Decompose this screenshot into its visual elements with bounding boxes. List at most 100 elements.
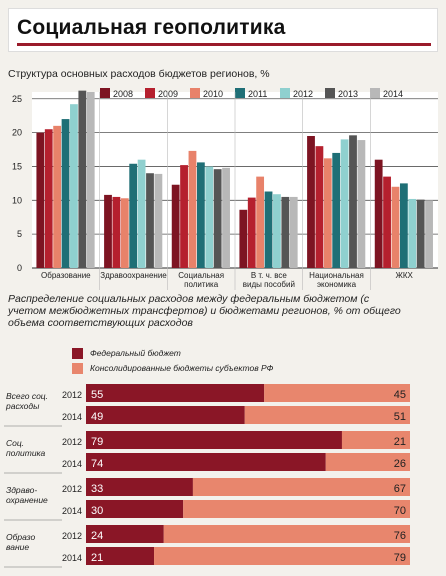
y-tick-label: 0 xyxy=(17,263,22,273)
federal-value-label: 21 xyxy=(91,552,103,564)
regional-bar xyxy=(163,525,410,543)
federal-value-label: 49 xyxy=(91,411,103,423)
regional-bar xyxy=(192,478,410,496)
x-tick-label: Здравоохранение xyxy=(100,271,167,280)
regional-value-label: 21 xyxy=(394,436,406,448)
bar xyxy=(112,196,121,268)
bar xyxy=(264,191,273,268)
regional-value-label: 26 xyxy=(394,458,406,470)
federal-bar xyxy=(86,500,184,518)
bar xyxy=(408,198,417,268)
regional-value-label: 51 xyxy=(394,411,406,423)
bar xyxy=(36,132,45,268)
regional-bar xyxy=(325,453,410,471)
bar xyxy=(180,165,188,268)
legend-swatch xyxy=(100,88,110,98)
bar-chart-title: Структура основных расходов бюджетов рег… xyxy=(8,68,270,80)
y-tick-label: 10 xyxy=(12,195,22,205)
bar xyxy=(70,104,78,268)
federal-bar xyxy=(86,478,193,496)
federal-bar xyxy=(86,384,265,402)
bar xyxy=(86,92,95,268)
federal-value-label: 33 xyxy=(91,483,103,495)
regional-bar xyxy=(183,500,410,518)
bar xyxy=(154,173,163,268)
group-label: Образо вание xyxy=(6,532,36,552)
federal-bar xyxy=(86,453,326,471)
bar xyxy=(357,140,366,268)
regional-value-label: 45 xyxy=(394,389,406,401)
regional-value-label: 76 xyxy=(394,530,406,542)
bar xyxy=(273,194,281,268)
legend-swatch xyxy=(370,88,380,98)
bar xyxy=(281,196,290,268)
y-tick-label: 20 xyxy=(12,128,22,138)
legend-swatch xyxy=(325,88,335,98)
year-label: 2012 xyxy=(62,437,82,447)
x-tick-label: Образование xyxy=(41,271,91,280)
legend-label: 2014 xyxy=(383,89,403,99)
bar xyxy=(307,136,315,268)
x-tick-label: Социальная политика xyxy=(178,271,224,289)
federal-bar xyxy=(86,431,342,449)
bar xyxy=(213,169,222,268)
regional-value-label: 79 xyxy=(394,552,406,564)
x-tick-label: В т. ч. все виды пособий xyxy=(243,271,295,289)
federal-value-label: 55 xyxy=(91,389,103,401)
bar xyxy=(222,167,230,268)
bar xyxy=(53,125,62,268)
legend-label: 2011 xyxy=(248,89,267,99)
legend-swatch xyxy=(190,88,200,98)
bar xyxy=(349,135,357,268)
bar xyxy=(247,197,256,268)
year-label: 2012 xyxy=(62,531,82,541)
social-spending-distribution-chart: Всего соц. расходы 2012 55 45 2014 49 51 Соц. пол… xyxy=(4,384,410,568)
bar xyxy=(104,194,112,268)
year-label: 2014 xyxy=(62,459,82,469)
bar xyxy=(239,209,248,268)
legend-label: 2009 xyxy=(158,89,178,99)
regional-value-label: 67 xyxy=(394,483,406,495)
bar xyxy=(289,196,298,268)
legend-swatch xyxy=(280,88,290,98)
bar xyxy=(44,129,53,268)
bar xyxy=(188,150,197,268)
legend-swatch xyxy=(235,88,245,98)
y-tick-label: 5 xyxy=(17,229,22,239)
group-label: Здраво-охранение xyxy=(6,485,48,505)
y-tick-label: 25 xyxy=(12,94,22,104)
year-label: 2012 xyxy=(62,484,82,494)
group-label: Всего соц. расходы xyxy=(5,391,48,411)
bar xyxy=(425,200,433,268)
legend-swatch xyxy=(72,348,83,359)
group-label: Соц. политика xyxy=(6,438,46,458)
legend-label: 2008 xyxy=(113,89,133,99)
bar xyxy=(137,159,146,268)
stacked-chart-title: Распределение социальных расходов между … xyxy=(8,293,401,329)
title-bar: Социальная геополитика xyxy=(8,8,438,52)
federal-bar xyxy=(86,547,155,565)
bar xyxy=(256,176,265,268)
bar xyxy=(171,184,180,268)
bar xyxy=(61,119,70,268)
title-underline xyxy=(17,43,431,46)
legend-swatch xyxy=(72,363,83,374)
year-label: 2014 xyxy=(62,506,82,516)
legend-label: Федеральный бюджет xyxy=(90,348,181,358)
bar xyxy=(332,152,341,268)
federal-value-label: 74 xyxy=(91,458,103,470)
legend-label: 2012 xyxy=(293,89,313,99)
bar xyxy=(323,158,332,268)
regional-bar xyxy=(154,547,410,565)
regional-budget-structure-chart: 0 5 10 15 20 25 2008 2009 2010 2011 2012 2013 2014 Об… xyxy=(12,88,438,290)
bar xyxy=(340,139,349,268)
bar xyxy=(399,183,408,268)
regional-bar xyxy=(244,406,410,424)
bar xyxy=(416,199,425,268)
regional-bar xyxy=(341,431,410,449)
year-label: 2012 xyxy=(62,390,82,400)
bar xyxy=(196,162,205,268)
federal-bar xyxy=(86,406,245,424)
bar xyxy=(146,173,154,268)
